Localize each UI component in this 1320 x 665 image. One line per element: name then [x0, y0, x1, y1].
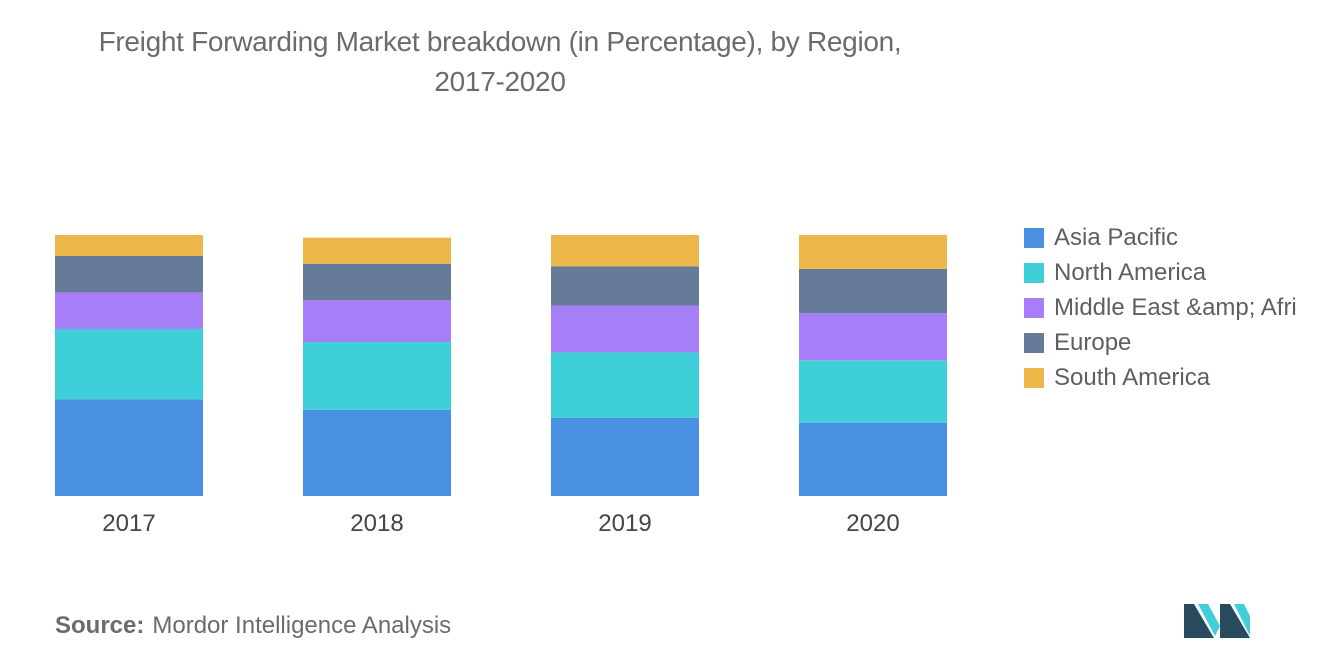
bar-2018-europe	[303, 263, 451, 301]
bar-2020-middle-east-amp-afri	[799, 313, 947, 361]
stacked-bar-chart: 2017 2018 2019 2020	[55, 235, 947, 537]
x-tick-label: 2017	[102, 510, 155, 537]
bar-2020-north-america	[799, 360, 947, 423]
chart-legend: Asia Pacific North America Middle East &am…	[1024, 220, 1297, 395]
source-text: Mordor Intelligence Analysis	[152, 612, 452, 639]
source-note: Source: Mordor Intelligence Analysis	[55, 612, 451, 640]
x-tick-label: 2019	[598, 510, 651, 537]
legend-swatch	[1024, 227, 1044, 248]
legend-swatch	[1024, 262, 1044, 283]
legend-item-asia-pacific: Asia Pacific	[1024, 220, 1297, 255]
chart-title-line-2: 2017-2020	[434, 66, 566, 97]
legend-label: Europe	[1054, 328, 1132, 356]
x-tick-label: 2020	[846, 510, 899, 537]
legend-swatch	[1024, 297, 1044, 318]
bar-2017-asia-pacific	[55, 399, 203, 496]
bar-2020-asia-pacific	[799, 422, 947, 496]
bar-2019-south-america	[551, 235, 699, 267]
bar-2017-north-america	[55, 328, 203, 400]
legend-label: South America	[1054, 363, 1211, 391]
bar-2020-europe	[799, 268, 947, 314]
legend-swatch	[1024, 332, 1044, 353]
bar-2019-north-america	[551, 352, 699, 418]
legend-label: North America	[1054, 258, 1207, 286]
bar-2018-south-america	[303, 237, 451, 264]
bar-2017-europe	[55, 255, 203, 293]
bar-2019-middle-east-amp-afri	[551, 305, 699, 353]
bar-2018-north-america	[303, 342, 451, 410]
legend-item-south-america: South America	[1024, 360, 1297, 395]
bar-2017-south-america	[55, 235, 203, 256]
x-tick-label: 2018	[350, 510, 403, 537]
source-label: Source:	[55, 612, 145, 639]
legend-swatch	[1024, 367, 1044, 388]
bar-2017-middle-east-amp-afri	[55, 292, 203, 329]
legend-label: Middle East &amp; Afri	[1054, 293, 1297, 321]
mordor-intelligence-logo-icon	[1184, 604, 1250, 638]
legend-item-europe: Europe	[1024, 325, 1297, 360]
chart-title: Freight Forwarding Market breakdown (in …	[0, 22, 1000, 102]
legend-item-north-america: North America	[1024, 255, 1297, 290]
bar-2018-middle-east-amp-afri	[303, 300, 451, 343]
bar-2020-south-america	[799, 235, 947, 269]
bar-2018-asia-pacific	[303, 409, 451, 496]
legend-item-middle-east-amp-afri: Middle East &amp; Afri	[1024, 290, 1297, 325]
bar-2019-asia-pacific	[551, 417, 699, 496]
chart-title-line-1: Freight Forwarding Market breakdown (in …	[98, 26, 902, 57]
bar-2019-europe	[551, 266, 699, 306]
legend-label: Asia Pacific	[1054, 223, 1179, 251]
